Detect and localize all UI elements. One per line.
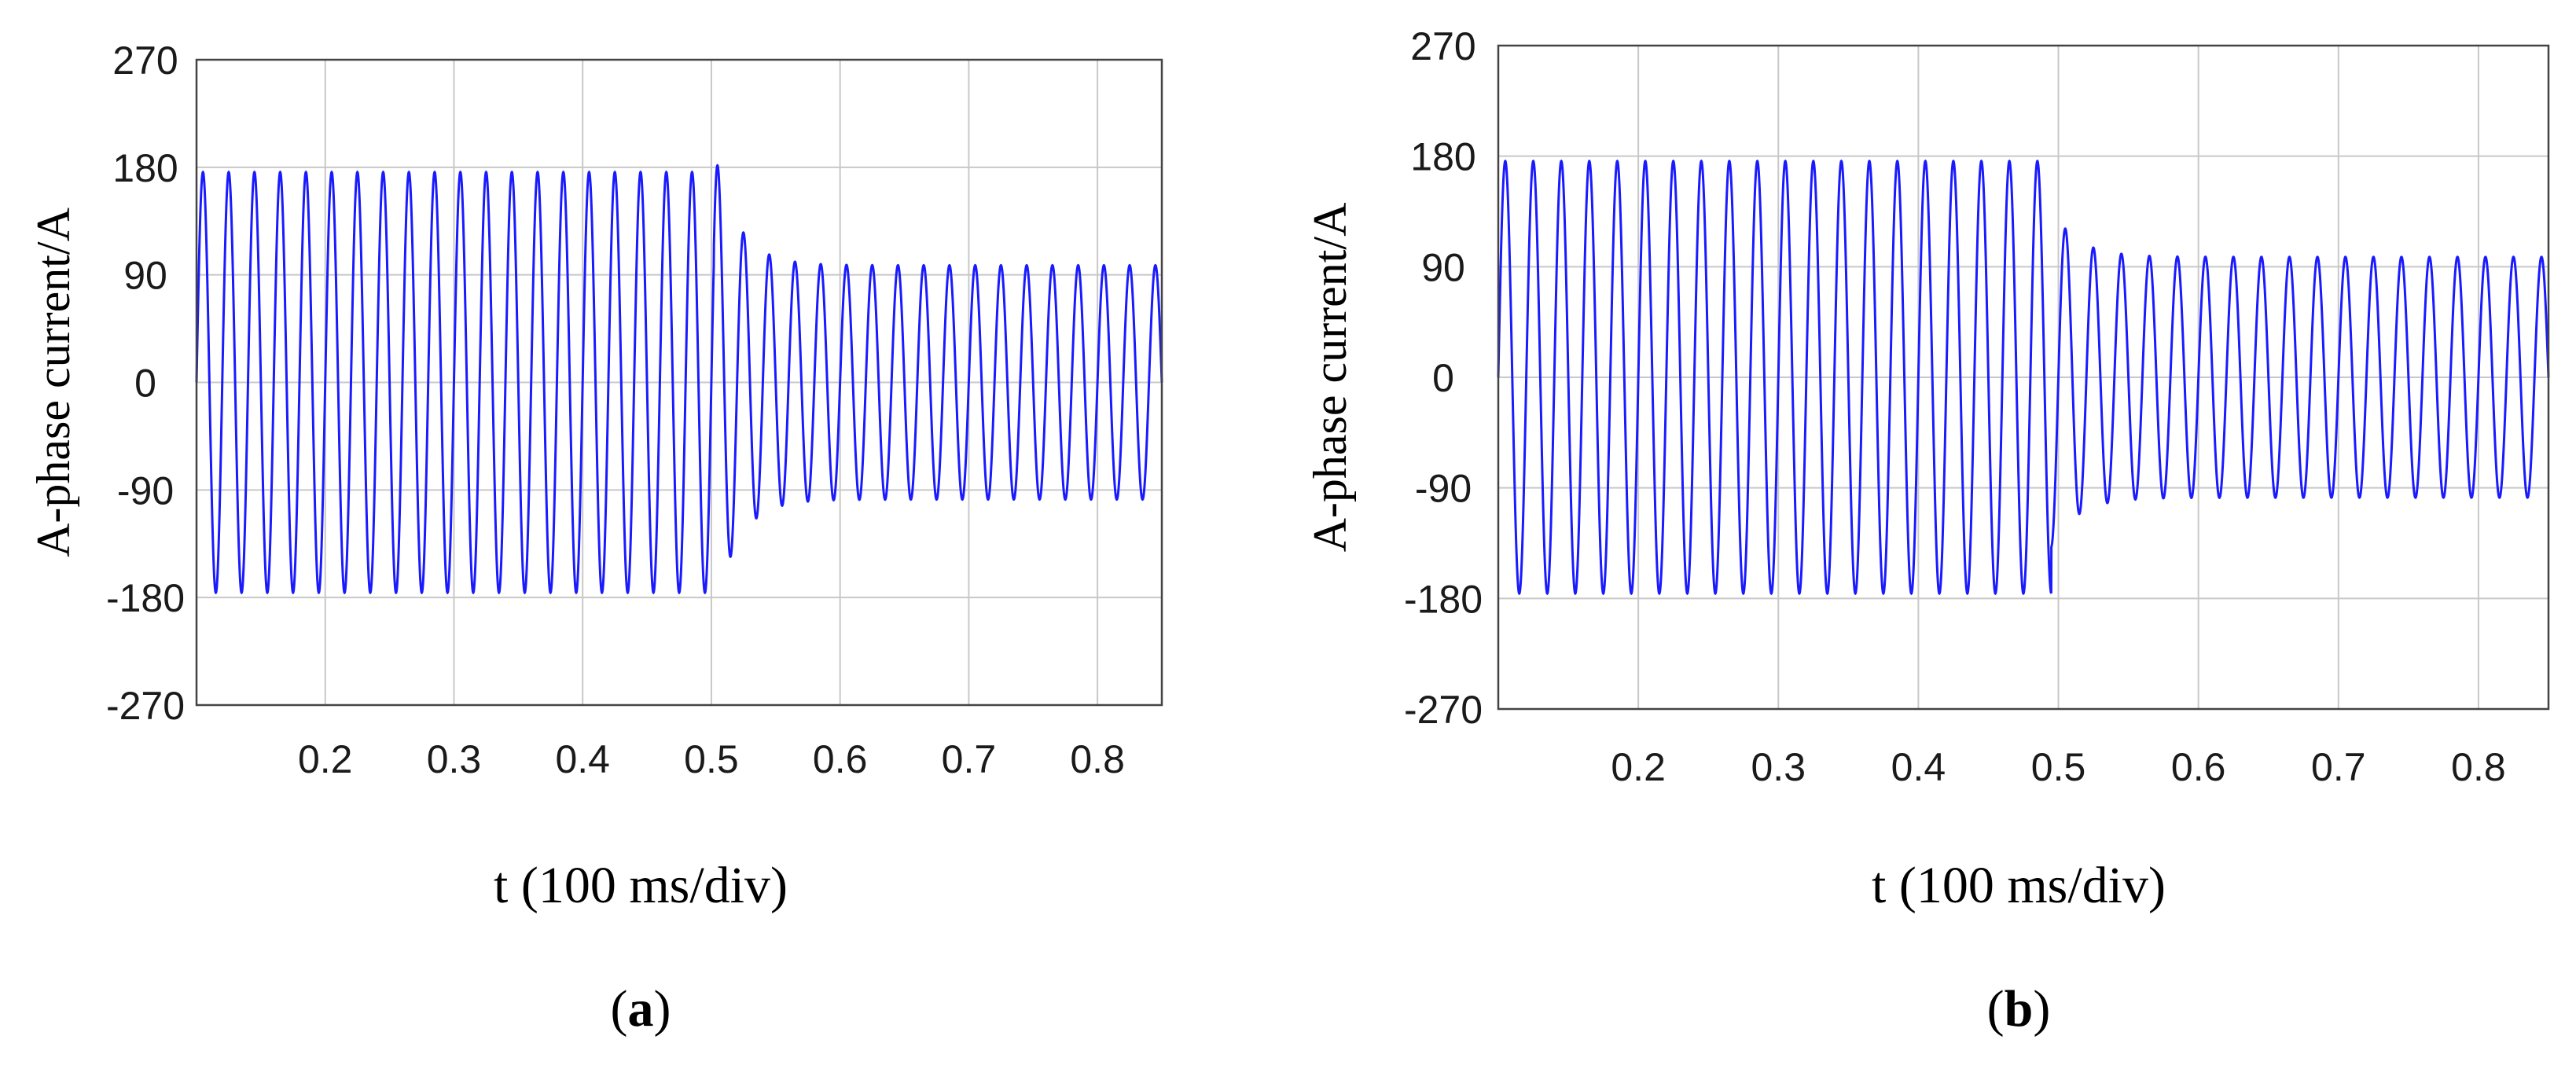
x-tick-label: 0.5 (2031, 745, 2086, 789)
y-axis-label: A-phase current/A (1304, 203, 1356, 553)
x-tick-label: 0.2 (1611, 745, 1666, 789)
y-tick-label: 0 (134, 362, 156, 406)
x-tick-label: 0.7 (942, 737, 997, 781)
x-tick-label: 0.3 (1751, 745, 1806, 789)
chart-a: 270 180 90 0 -90 -180 -270 0.2 0.3 0.4 0.5 0.6 0.7 0.… (28, 39, 1163, 1038)
x-tick-label: 0.5 (684, 737, 739, 781)
y-tick-label: 90 (123, 254, 167, 298)
y-tick-label: 90 (1421, 245, 1465, 289)
x-tick-label: 0.7 (2311, 745, 2366, 789)
x-tick-label: 0.6 (813, 737, 868, 781)
series-line-a-phase-current (1497, 159, 2550, 596)
x-tick-label: 0.8 (2451, 745, 2506, 789)
y-tick-label: -180 (106, 576, 185, 620)
chart-panel-a: 270 180 90 0 -90 -180 -270 0.2 0.3 0.4 0.5 0.6 0.7 0.… (28, 39, 1163, 1038)
chart-b: 270 180 90 0 -90 -180 -270 0.2 0.3 0.4 0.5 0.6 0.7 0.… (1304, 24, 2550, 1038)
x-tick-label: 0.4 (555, 737, 610, 781)
y-tick-label: 270 (1410, 24, 1475, 68)
y-tick-label: -270 (1404, 688, 1483, 732)
y-axis-label: A-phase current/A (28, 208, 79, 557)
plot-frame (1497, 44, 2550, 711)
chart-panel-b: 270 180 90 0 -90 -180 -270 0.2 0.3 0.4 0.5 0.6 0.7 0.… (1288, 0, 2575, 1069)
y-tick-label: 180 (1410, 135, 1475, 179)
x-tick-label: 0.4 (1891, 745, 1946, 789)
x-axis-label: t (100 ms/div) (494, 857, 788, 914)
y-tick-label: -180 (1404, 577, 1483, 621)
plot-frame (195, 58, 1163, 707)
grid (197, 59, 1162, 706)
panel-caption: (b) (1987, 980, 2051, 1038)
x-tick-label: 0.6 (2171, 745, 2226, 789)
grid (1498, 45, 2548, 710)
series-line-a-phase-current (195, 163, 1163, 595)
x-tick-label: 0.8 (1070, 737, 1125, 781)
y-tick-label: 270 (112, 39, 178, 83)
y-tick-label: 180 (112, 146, 178, 190)
y-tick-label: -270 (106, 684, 185, 728)
x-tick-label: 0.3 (427, 737, 482, 781)
panel-caption: (a) (611, 980, 671, 1038)
x-tick-label: 0.2 (298, 737, 353, 781)
y-tick-label: -90 (117, 468, 174, 512)
y-tick-label: 0 (1432, 356, 1454, 400)
y-tick-label: -90 (1415, 467, 1472, 511)
x-axis-label: t (100 ms/div) (1872, 857, 2166, 914)
